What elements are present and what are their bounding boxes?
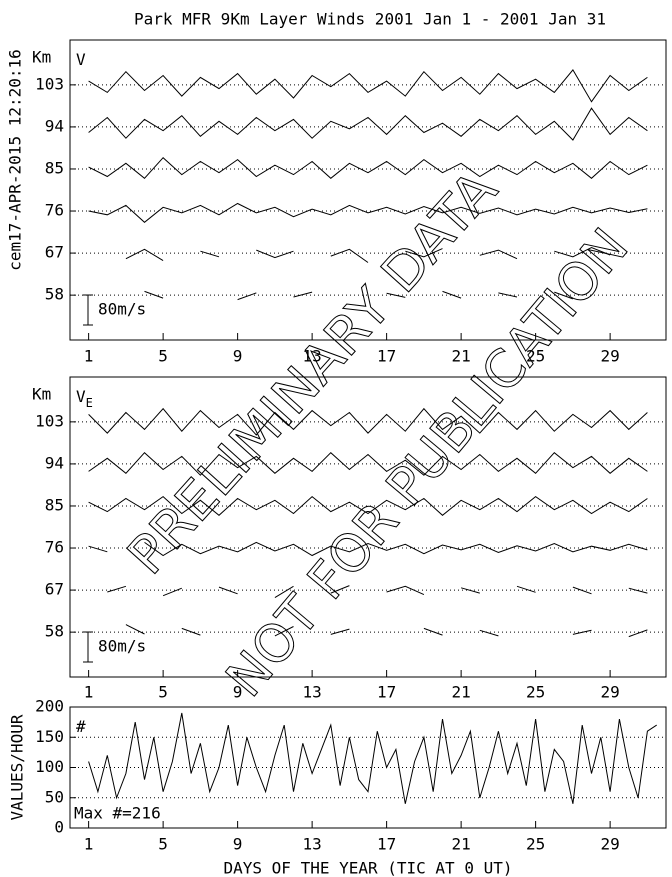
x-tick-label: 21	[451, 683, 470, 702]
scale-bar-label: 80m/s	[98, 300, 146, 319]
y-tick-label: 150	[35, 727, 64, 746]
panel-label: V	[76, 50, 86, 69]
watermark: NOT FOR PUBLICATION	[215, 218, 640, 709]
x-tick-label: 9	[233, 683, 243, 702]
y-tick-label: 94	[45, 453, 64, 472]
y-tick-label: 58	[45, 285, 64, 304]
x-axis-label: DAYS OF THE YEAR (TIC AT 0 UT)	[224, 859, 513, 877]
x-tick-label: 5	[158, 683, 168, 702]
x-tick-label: 17	[377, 683, 396, 702]
y-tick-label: 0	[54, 818, 64, 837]
y-tick-label: 58	[45, 622, 64, 641]
scale-bar-label: 80m/s	[98, 637, 146, 656]
panel-label-main: V	[76, 50, 86, 69]
x-tick-label: 1	[84, 835, 94, 854]
y-tick-label: 85	[45, 158, 64, 177]
x-tick-label: 9	[233, 835, 243, 854]
y-tick-label: 200	[35, 697, 64, 716]
x-tick-label: 13	[302, 347, 321, 366]
y-axis-label: VALUES/HOUR	[8, 714, 27, 820]
y-tick-label: 50	[45, 787, 64, 806]
x-tick-label: 5	[158, 835, 168, 854]
data-line	[88, 541, 648, 557]
y-tick-label: 76	[45, 538, 64, 557]
watermark: PRELIMINARY DATA	[117, 159, 510, 586]
panel-label-sub: E	[86, 396, 93, 410]
data-line	[88, 712, 657, 804]
panel-label: #	[76, 717, 86, 736]
x-tick-label: 21	[451, 835, 470, 854]
x-tick-label: 29	[600, 347, 619, 366]
data-line	[88, 202, 648, 223]
data-line	[88, 495, 648, 516]
x-tick-label: 29	[600, 835, 619, 854]
y-tick-label: 103	[35, 411, 64, 430]
y-tick-label: 67	[45, 243, 64, 262]
data-line	[88, 107, 648, 141]
y-tick-label: 76	[45, 201, 64, 220]
x-tick-label: 13	[302, 683, 321, 702]
x-tick-label: 1	[84, 683, 94, 702]
data-line	[107, 585, 648, 599]
y-axis-label: Km	[32, 385, 51, 404]
x-tick-label: 1	[84, 347, 94, 366]
data-line	[88, 407, 648, 436]
data-line	[88, 451, 648, 476]
chart-title: Park MFR 9Km Layer Winds 2001 Jan 1 - 20…	[134, 10, 606, 29]
y-axis-label: Km	[32, 48, 51, 67]
y-tick-label: 103	[35, 74, 64, 93]
x-tick-label: 5	[158, 347, 168, 366]
x-tick-label: 13	[302, 835, 321, 854]
x-tick-label: 9	[233, 347, 243, 366]
annotation: Max #=216	[74, 804, 161, 823]
panel-label: VE	[76, 387, 93, 410]
plot-frame	[69, 376, 667, 678]
x-tick-label: 17	[377, 835, 396, 854]
data-line	[88, 156, 648, 179]
x-tick-label: 25	[526, 835, 545, 854]
x-tick-label: 17	[377, 347, 396, 366]
y-tick-label: 67	[45, 580, 64, 599]
x-tick-label: 25	[526, 347, 545, 366]
x-tick-label: 21	[451, 347, 470, 366]
panel-label-main: V	[76, 387, 86, 406]
y-tick-label: 100	[35, 757, 64, 776]
timestamp: cem17-APR-2015 12:20:16	[6, 49, 25, 271]
plot-frame	[69, 39, 667, 341]
data-line	[88, 69, 648, 103]
y-tick-label: 94	[45, 116, 64, 135]
x-tick-label: 29	[600, 683, 619, 702]
panel-label-main: #	[76, 717, 86, 736]
x-tick-label: 25	[526, 683, 545, 702]
data-line	[125, 624, 648, 638]
y-tick-label: 85	[45, 495, 64, 514]
